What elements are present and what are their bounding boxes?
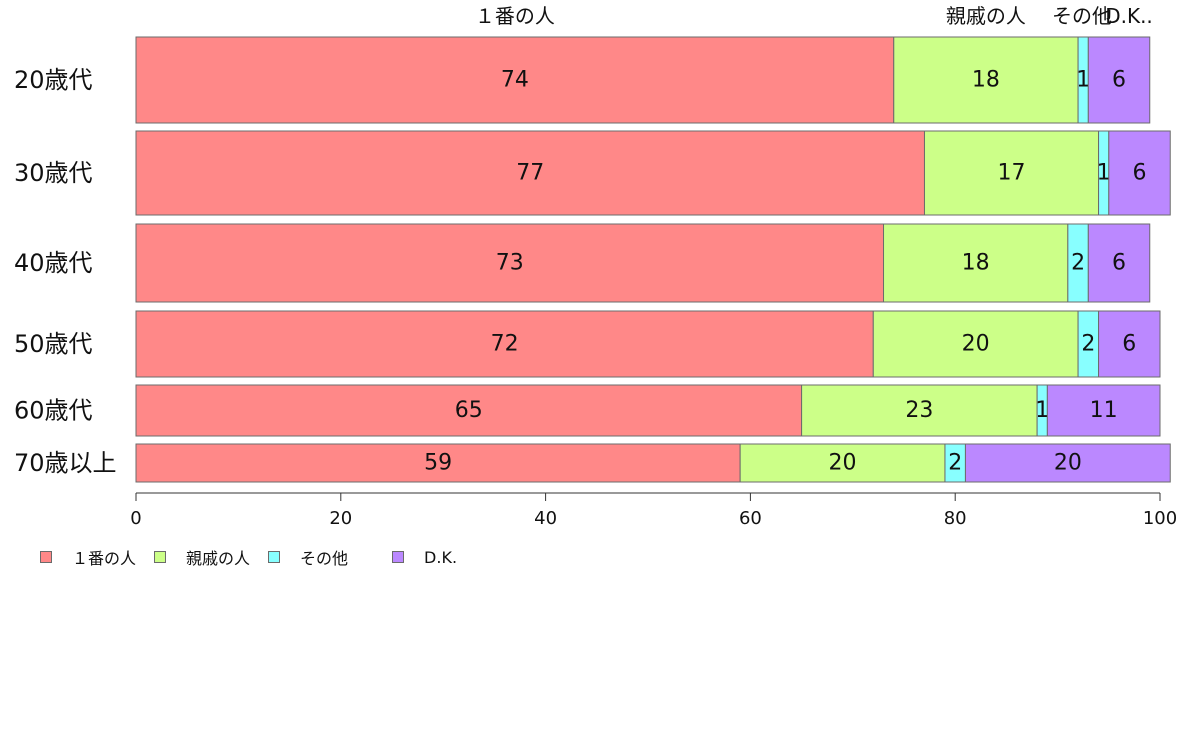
bar-segment — [883, 223, 1069, 303]
bar-segment — [135, 310, 874, 378]
legend-item-series-1: １番の人 — [40, 545, 136, 569]
x-tick-label: 100 — [1143, 508, 1177, 529]
legend-label-series-4: D.K. — [424, 547, 458, 567]
top-series-label: １番の人 — [475, 4, 555, 28]
legend-swatch-series-3 — [268, 551, 281, 563]
legend-label-series-2: 親戚の人 — [186, 549, 251, 568]
legend-label-series-1: １番の人 — [72, 549, 137, 568]
data-label: 73 — [496, 251, 524, 276]
data-label: 11 — [1090, 398, 1118, 423]
data-label: 1 — [1076, 68, 1090, 93]
x-tick-label: 60 — [739, 508, 762, 529]
bar-segment — [1046, 384, 1161, 437]
data-label: 2 — [1081, 332, 1095, 357]
data-label: 65 — [455, 398, 483, 423]
bar-segment — [1087, 36, 1151, 124]
bar-segment — [923, 130, 1100, 216]
x-tick-label: 40 — [534, 508, 557, 529]
bar-segment — [801, 384, 1038, 437]
x-tick-label: 80 — [944, 508, 967, 529]
legend: １番の人 親戚の人 その他 D.K. — [40, 545, 475, 569]
x-tick-label: 0 — [130, 508, 141, 529]
data-label: 6 — [1112, 251, 1126, 276]
bar-segment — [1087, 223, 1151, 303]
data-label: 20 — [829, 451, 857, 476]
data-label: 2 — [948, 451, 962, 476]
data-label: 6 — [1122, 332, 1136, 357]
legend-swatch-series-1 — [40, 551, 52, 563]
top-series-label: 親戚の人 — [946, 4, 1026, 28]
bar-segment — [1098, 310, 1161, 378]
category-label: 30歳代 — [14, 159, 93, 187]
data-label: 6 — [1133, 161, 1147, 186]
bar-segment — [1108, 130, 1171, 216]
data-label: 1 — [1097, 161, 1111, 186]
data-label: 20 — [962, 332, 990, 357]
data-label: 72 — [491, 332, 519, 357]
legend-swatch-series-2 — [154, 551, 167, 563]
x-tick-label: 20 — [329, 508, 352, 529]
bar-segment — [872, 310, 1079, 378]
legend-item-series-2: 親戚の人 — [154, 545, 250, 569]
legend-label-series-3: その他 — [300, 549, 349, 568]
bar-segment — [964, 443, 1171, 483]
data-label: 59 — [424, 451, 452, 476]
legend-swatch-series-4 — [392, 551, 405, 563]
bar-segment — [135, 443, 741, 483]
bar-segment — [135, 130, 925, 216]
category-label: 60歳代 — [14, 397, 93, 425]
data-label: 18 — [962, 251, 990, 276]
data-label: 18 — [972, 68, 1000, 93]
category-label: 70歳以上 — [14, 449, 117, 477]
bar-segment — [135, 223, 885, 303]
data-label: 17 — [998, 161, 1026, 186]
bar-segment — [893, 36, 1079, 124]
bar-segment — [135, 36, 895, 124]
top-series-label: D.K.. — [1105, 4, 1153, 28]
data-label: 23 — [905, 398, 933, 423]
category-label: 50歳代 — [14, 330, 93, 358]
data-label: 77 — [516, 161, 544, 186]
legend-item-series-3: その他 — [268, 545, 348, 569]
top-series-label: その他 — [1052, 4, 1112, 28]
category-label: 40歳代 — [14, 249, 93, 277]
category-label: 20歳代 — [14, 66, 93, 94]
bar-segment — [739, 443, 946, 483]
data-label: 2 — [1071, 251, 1085, 276]
data-label: 74 — [501, 68, 529, 93]
data-label: 1 — [1035, 398, 1049, 423]
legend-item-series-4: D.K. — [392, 548, 457, 567]
data-label: 20 — [1054, 451, 1082, 476]
data-label: 6 — [1112, 68, 1126, 93]
